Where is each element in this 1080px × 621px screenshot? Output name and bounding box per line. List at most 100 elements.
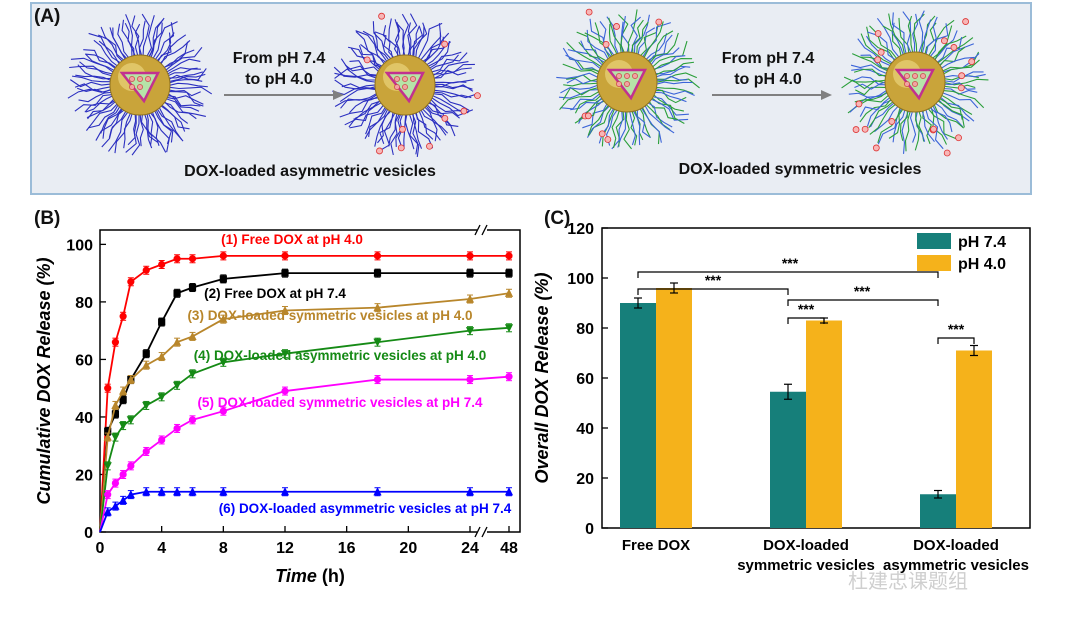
data-point [281, 269, 289, 277]
polymer-chain [654, 75, 688, 81]
axis-break [481, 224, 488, 236]
polymer-chain [427, 51, 462, 70]
polymer-chain [162, 101, 189, 124]
drug-particle [402, 84, 408, 90]
polymer-chain [84, 94, 115, 113]
vesicle-illustrations [67, 8, 989, 158]
data-point [504, 324, 514, 333]
polymer-chain [166, 68, 201, 77]
released-drug [962, 18, 970, 25]
polymer-chain [413, 22, 428, 59]
released-drug [474, 92, 481, 100]
y-axis-label: Cumulative DOX Release (%) [34, 257, 54, 504]
polymer-chain [653, 91, 687, 103]
x-axis-label: Time (h) [275, 566, 345, 586]
polymer-chain [558, 88, 601, 99]
bar [956, 350, 992, 528]
data-point [465, 327, 475, 336]
polymer-chain [937, 97, 963, 120]
polymer-chain [882, 25, 902, 58]
bar [656, 288, 692, 528]
polymer-chain [576, 31, 608, 63]
polymer-chain [151, 21, 178, 61]
polymer-chain [874, 104, 900, 133]
polymer-chain [159, 104, 190, 130]
released-drug [613, 23, 620, 30]
series-label: (1) Free DOX at pH 4.0 [221, 232, 363, 247]
data-point [104, 384, 112, 392]
released-drug [874, 56, 882, 64]
polymer-chain [379, 110, 394, 144]
series-6 [99, 487, 514, 533]
significance-label: *** [782, 255, 799, 271]
polymer-chain [623, 109, 632, 150]
x-tick-label: 48 [500, 540, 518, 557]
polymer-chain [334, 68, 378, 81]
data-point [504, 487, 514, 496]
polymer-chain [167, 91, 204, 107]
axis-break [474, 526, 481, 538]
released-drug [441, 40, 449, 48]
polymer-chain [432, 91, 472, 99]
polymer-chain [641, 105, 660, 145]
data-point [219, 314, 228, 323]
polymer-chain [644, 33, 668, 61]
polymer-chain [891, 12, 907, 56]
right-arrow-text-line2: to pH 4.0 [734, 71, 802, 88]
polymer-chain [909, 109, 917, 143]
released-drug [930, 125, 938, 133]
y-tick-label: 80 [75, 295, 93, 312]
series-3 [99, 288, 514, 533]
polymer-chain [617, 109, 627, 148]
polymer-chain [164, 46, 203, 72]
released-drug [955, 134, 962, 142]
data-point [466, 375, 474, 384]
polymer-chain [431, 93, 470, 112]
data-point [111, 338, 120, 346]
bar [770, 391, 806, 528]
data-point [188, 331, 197, 341]
polymer-chain [932, 30, 958, 62]
polymer-chain [935, 36, 963, 64]
data-point [188, 370, 197, 379]
data-point [219, 275, 227, 283]
released-drug [598, 130, 606, 138]
polymer-chain [888, 107, 905, 139]
polymer-chain [167, 89, 201, 97]
data-point [373, 252, 382, 260]
polymer-chain [899, 108, 908, 141]
drug-particle [624, 81, 630, 87]
polymer-chain [930, 105, 956, 139]
drug-particle [632, 73, 638, 79]
y-tick-label: 0 [84, 525, 93, 542]
series-label: (5) DOX-loaded symmetric vesicles at pH … [197, 395, 483, 410]
released-drug [441, 114, 449, 122]
data-point [104, 427, 112, 435]
data-point [172, 337, 182, 346]
data-point [173, 289, 181, 297]
polymer-chain [93, 39, 119, 68]
polymer-chain [145, 15, 155, 58]
drug-particle [624, 73, 630, 79]
legend-swatch [917, 233, 951, 249]
data-point [111, 410, 120, 418]
polymer-chain [927, 19, 955, 58]
y-tick-label: 20 [75, 467, 93, 484]
released-drug [888, 118, 896, 125]
left-arrow-text: From pH 7.4 to pH 4.0 [214, 48, 344, 90]
released-drug [957, 84, 965, 92]
polymer-chain [892, 108, 906, 143]
polymer-chain [412, 25, 424, 59]
x-tick-label: 20 [399, 540, 417, 557]
right-caption: DOX-loaded symmetric vesicles [678, 161, 922, 178]
polymer-chain [388, 111, 398, 147]
polymer-chain [628, 109, 636, 146]
polymer-chain [417, 22, 443, 61]
polymer-chain [71, 75, 113, 83]
y-tick-label: 60 [75, 352, 93, 369]
polymer-chain [108, 110, 130, 152]
y-axis-label: Overall DOX Release (%) [532, 272, 552, 483]
polymer-chain [155, 107, 183, 141]
polymer-chain [340, 92, 379, 109]
data-point [111, 433, 120, 442]
